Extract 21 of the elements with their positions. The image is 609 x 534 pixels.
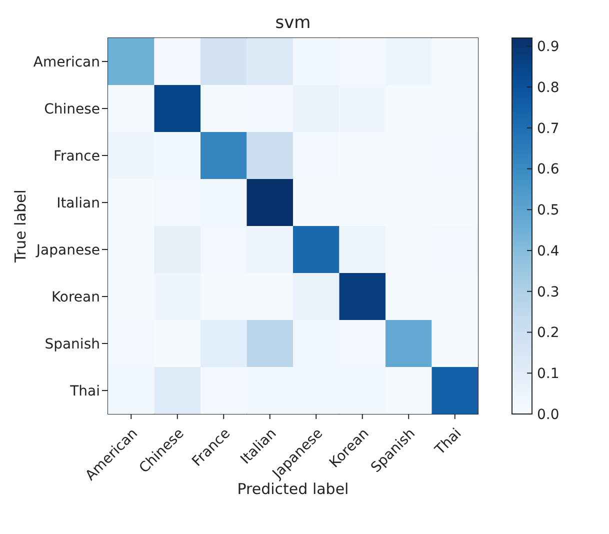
color-bar-label: 0.7 — [537, 120, 560, 137]
y-tick-label: Spanish — [44, 336, 100, 352]
color-bar-label: 0.0 — [537, 406, 560, 423]
color-bar-label: 0.6 — [537, 162, 560, 178]
color-bar-label: 0.2 — [537, 325, 560, 342]
color-bar-label: 0.4 — [537, 243, 560, 260]
y-tick-label: Italian — [56, 195, 100, 212]
color-bar-label: 0.8 — [537, 80, 560, 96]
color-bar-label: 0.3 — [537, 284, 560, 300]
y-tick-label: American — [33, 54, 100, 70]
x-axis-title: Predicted label — [237, 480, 349, 498]
color-bar-label: 0.1 — [537, 366, 560, 382]
color-bar-label: 0.9 — [537, 39, 560, 56]
y-axis-title: True label — [11, 190, 30, 264]
y-tick-label: France — [53, 148, 100, 164]
chart-title: svm — [275, 13, 311, 33]
y-tick-label: Chinese — [44, 101, 100, 118]
y-tick-label: Korean — [51, 289, 100, 306]
y-tick-label: Thai — [69, 383, 100, 400]
color-bar-label: 0.5 — [537, 202, 560, 219]
y-tick-label: Japanese — [35, 242, 100, 258]
